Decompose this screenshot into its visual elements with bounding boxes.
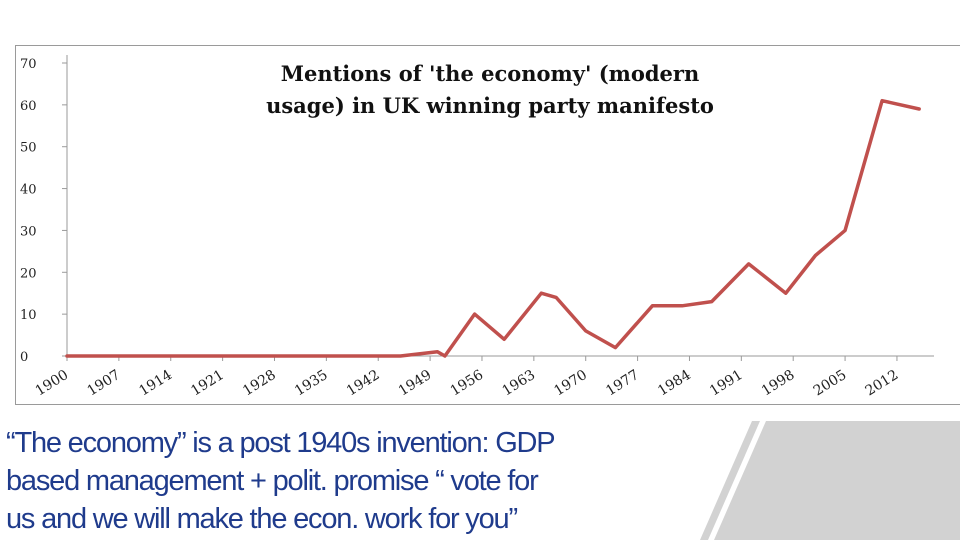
y-tick-label: 40 bbox=[20, 183, 37, 198]
x-tick-label: 1998 bbox=[759, 367, 798, 399]
caption-line-1: “The economy” is a post 1940s invention:… bbox=[6, 427, 556, 459]
x-tick-label: 1907 bbox=[85, 367, 124, 399]
caption-panel bbox=[0, 421, 766, 540]
x-tick-label: 1984 bbox=[655, 367, 694, 399]
x-tick-label: 1963 bbox=[499, 367, 538, 399]
y-tick-label: 60 bbox=[20, 99, 37, 114]
x-tick-label: 1935 bbox=[292, 367, 331, 399]
x-tick-label: 1921 bbox=[188, 367, 227, 399]
caption-panel-accent bbox=[708, 421, 766, 540]
x-tick-label: 1942 bbox=[344, 367, 383, 399]
x-tick-label: 1956 bbox=[448, 367, 487, 399]
caption-text: “The economy” is a post 1940s invention:… bbox=[6, 424, 696, 538]
y-tick-label: 30 bbox=[20, 224, 37, 239]
x-tick-label: 1949 bbox=[396, 367, 435, 399]
chart-title-line-2: usage) in UK winning party manifesto bbox=[266, 93, 714, 118]
y-tick-label: 10 bbox=[20, 308, 37, 323]
x-tick-label: 1900 bbox=[33, 367, 72, 399]
y-tick-label: 70 bbox=[20, 57, 37, 72]
y-tick-label: 0 bbox=[20, 350, 28, 365]
x-tick-label: 1977 bbox=[603, 367, 642, 399]
x-tick-labels: 1900 1907 1914 1921 1928 1935 1942 1949 1956 1963… bbox=[33, 367, 902, 399]
x-tick-label: 1970 bbox=[551, 367, 590, 399]
y-tick-labels: 0 10 20 30 40 50 60 70 bbox=[20, 57, 37, 365]
y-tick-label: 50 bbox=[20, 141, 37, 156]
chart-title-line-1: Mentions of 'the economy' (modern bbox=[281, 61, 700, 86]
x-tick-label: 1928 bbox=[240, 367, 279, 399]
x-tick-label: 2005 bbox=[811, 367, 850, 399]
caption-panel-shape bbox=[0, 421, 752, 540]
chart-title: Mentions of 'the economy' (modern usage)… bbox=[266, 61, 714, 118]
x-tick-label: 1914 bbox=[136, 367, 175, 399]
series-lines bbox=[65, 98, 921, 358]
series-line-1 bbox=[65, 98, 921, 358]
chart-frame: Mentions of 'the economy' (modern usage)… bbox=[15, 45, 960, 405]
x-tick-label: 1991 bbox=[707, 367, 746, 399]
line-chart: Mentions of 'the economy' (modern usage)… bbox=[20, 55, 934, 399]
x-tick-label: 2012 bbox=[863, 367, 902, 399]
caption-line-3: us and we will make the econ. work for y… bbox=[6, 503, 518, 535]
y-tick-label: 20 bbox=[20, 266, 37, 281]
caption-line-2: based management + polit. promise “ vote… bbox=[6, 465, 539, 497]
